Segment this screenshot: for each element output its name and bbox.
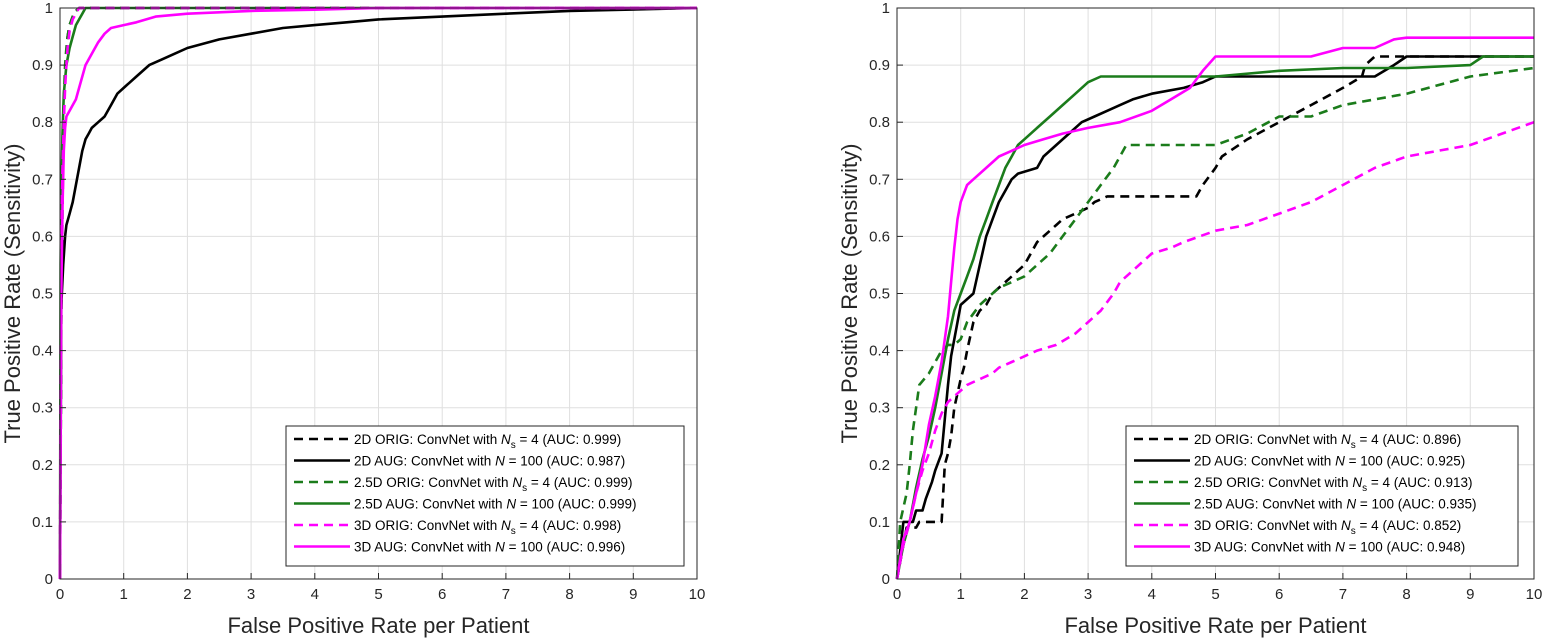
legend-box [285,425,685,567]
x-tick-label: 1 [957,586,965,603]
legend-entry-4: 2.5D AUG: ConvNet with N = 100 (AUC: 0.9… [354,497,637,512]
x-tick-label: 10 [1526,586,1543,603]
x-tick-label: 1 [120,586,128,603]
legend-entry-1: 2D ORIG: ConvNet with Ns = 4 (AUC: 0.999… [354,432,621,451]
x-tick-label: 4 [1148,586,1156,603]
x-tick-label: 4 [311,586,319,603]
series-line-2 [895,55,1534,580]
y-tick-label: 0 [882,571,890,588]
series-line-4 [895,55,1534,580]
y-tick-label: 0.5 [869,286,890,303]
series-line-3 [895,66,1535,580]
x-tick-label: 0 [56,586,64,603]
y-tick-label: 0.6 [32,228,53,245]
x-tick-label: 9 [629,586,637,603]
y-tick-label: 0.8 [869,114,890,131]
y-tick-label: 0.9 [869,57,890,74]
ticks: 0 1 2 3 4 5 6 7 8 9 10 0 0.1 0.2 0.3 0.4 0.5 0.6 0.7 0.8 0.9… [32,0,705,603]
legend-entry-6: 3D AUG: ConvNet with N = 100 (AUC: 0.948… [1194,540,1465,555]
series-line-5 [895,120,1535,580]
series-line-1 [895,55,1534,580]
ticks: 0 1 2 3 4 5 6 7 8 9 10 0 0.1 0.2 0.3 0.4 0.5 0.6 0.7 0.8 0.9… [869,0,1542,603]
y-axis-label: True Positive Rate (Sensitivity) [837,144,862,444]
x-tick-label: 0 [893,586,901,603]
y-tick-label: 0.7 [869,171,890,188]
series-group [58,6,698,580]
x-tick-label: 9 [1466,586,1474,603]
y-tick-label: 0.5 [32,286,53,303]
x-tick-label: 8 [1402,586,1410,603]
y-tick-label: 0.9 [32,57,53,74]
series-line-6 [895,36,1534,580]
x-tick-label: 7 [1339,586,1347,603]
series-line-2 [58,6,698,580]
x-axis-label: False Positive Rate per Patient [227,613,529,638]
legend-entry-2: 2D AUG: ConvNet with N = 100 (AUC: 0.987… [354,454,625,469]
y-tick-label: 0 [45,571,53,588]
legend-entry-4: 2.5D AUG: ConvNet with N = 100 (AUC: 0.9… [1194,497,1477,512]
legend-entry-1: 2D ORIG: ConvNet with Ns = 4 (AUC: 0.896… [1194,432,1461,451]
y-tick-label: 0.8 [32,114,53,131]
x-tick-label: 2 [183,586,191,603]
y-tick-label: 0.4 [32,343,53,360]
x-axis-label: False Positive Rate per Patient [1064,613,1366,638]
x-tick-label: 5 [1211,586,1219,603]
legend-entry-3: 2.5D ORIG: ConvNet with Ns = 4 (AUC: 0.9… [1194,475,1473,494]
x-tick-label: 10 [689,586,706,603]
legend: 2D ORIG: ConvNet with Ns = 4 (AUC: 0.896… [1125,425,1519,567]
x-tick-label: 6 [1275,586,1283,603]
y-tick-label: 0.3 [32,400,53,417]
y-tick-label: 0.1 [32,514,53,531]
x-tick-label: 2 [1020,586,1028,603]
y-tick-label: 1 [45,0,53,17]
y-tick-label: 1 [882,0,890,17]
x-tick-label: 3 [1084,586,1092,603]
y-tick-label: 0.2 [32,457,53,474]
y-tick-label: 0.6 [869,228,890,245]
y-axis-label: True Positive Rate (Sensitivity) [0,144,25,444]
y-tick-label: 0.1 [869,514,890,531]
series-group [895,36,1535,580]
legend-entry-5: 3D ORIG: ConvNet with Ns = 4 (AUC: 0.998… [354,518,621,537]
y-tick-label: 0.4 [869,343,890,360]
legend-box [1125,425,1519,567]
left-roc-panel: 0 1 2 3 4 5 6 7 8 9 10 0 0.1 0.2 0.3 0.4 0.5 0.6 0.7 0.8 0.9… [0,0,705,638]
x-tick-label: 5 [374,586,382,603]
legend-entry-5: 3D ORIG: ConvNet with Ns = 4 (AUC: 0.852… [1194,518,1461,537]
y-tick-label: 0.7 [32,171,53,188]
y-tick-label: 0.3 [869,400,890,417]
legend-entry-3: 2.5D ORIG: ConvNet with Ns = 4 (AUC: 0.9… [354,475,633,494]
right-roc-panel: 0 1 2 3 4 5 6 7 8 9 10 0 0.1 0.2 0.3 0.4 0.5 0.6 0.7 0.8 0.9… [837,0,1542,638]
legend-entry-2: 2D AUG: ConvNet with N = 100 (AUC: 0.925… [1194,454,1465,469]
x-tick-label: 3 [247,586,255,603]
x-tick-label: 7 [502,586,510,603]
legend: 2D ORIG: ConvNet with Ns = 4 (AUC: 0.999… [285,425,685,567]
legend-entry-6: 3D AUG: ConvNet with N = 100 (AUC: 0.996… [354,540,625,555]
x-tick-label: 6 [438,586,446,603]
x-tick-label: 8 [565,586,573,603]
series-line-6 [58,6,697,580]
y-tick-label: 0.2 [869,457,890,474]
